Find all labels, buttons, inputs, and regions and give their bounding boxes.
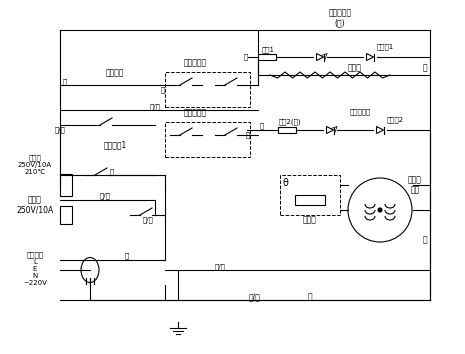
Text: 制冷指示灯: 制冷指示灯 <box>349 109 371 115</box>
Polygon shape <box>317 53 324 61</box>
Polygon shape <box>366 53 373 61</box>
Text: 熔断器
250V/10A
210℃: 熔断器 250V/10A 210℃ <box>18 155 52 175</box>
Text: 棕: 棕 <box>260 123 264 129</box>
Text: 电源插头: 电源插头 <box>27 252 44 258</box>
Polygon shape <box>326 126 333 133</box>
Text: 制冷开关1: 制冷开关1 <box>103 141 126 149</box>
Text: 黄/绿: 黄/绿 <box>214 264 226 270</box>
Text: 红: 红 <box>244 54 248 60</box>
Text: 黄/绿: 黄/绿 <box>55 127 66 133</box>
Bar <box>60 206 72 224</box>
Text: 棕: 棕 <box>125 253 129 259</box>
Text: 二极管2: 二极管2 <box>386 117 404 123</box>
Bar <box>165 72 250 107</box>
Text: L: L <box>33 259 37 265</box>
Bar <box>280 175 340 215</box>
Text: 棕: 棕 <box>110 169 114 175</box>
Text: 黄/绿: 黄/绿 <box>143 217 153 223</box>
Text: 电阻1: 电阻1 <box>261 47 274 53</box>
Text: 红: 红 <box>161 87 165 93</box>
Bar <box>278 127 296 133</box>
Text: N: N <box>33 273 38 279</box>
Text: 蓝: 蓝 <box>423 235 427 245</box>
Text: 黄/绿: 黄/绿 <box>249 292 261 302</box>
Text: 发热器: 发热器 <box>348 63 362 73</box>
Text: 熔断器
250V/10A: 熔断器 250V/10A <box>16 195 53 215</box>
Text: 启动器: 启动器 <box>303 216 317 224</box>
Bar <box>60 174 72 196</box>
Text: θ: θ <box>282 178 288 188</box>
Text: 制热温控器: 制热温控器 <box>183 58 206 68</box>
Circle shape <box>378 208 382 212</box>
Text: 蓝: 蓝 <box>308 292 312 302</box>
Polygon shape <box>377 126 384 133</box>
Text: E: E <box>33 266 37 272</box>
Bar <box>258 54 276 60</box>
Bar <box>295 195 325 205</box>
Text: 压缩机
电机: 压缩机 电机 <box>408 175 422 195</box>
Text: 蓝: 蓝 <box>423 63 427 73</box>
Text: 红: 红 <box>63 79 67 85</box>
Text: 制冷温控器: 制冷温控器 <box>183 108 206 118</box>
Text: 电阻2(绿): 电阻2(绿) <box>279 119 301 125</box>
Text: 棕: 棕 <box>246 132 250 138</box>
Text: 黄/绿: 黄/绿 <box>150 104 160 110</box>
Bar <box>165 122 250 157</box>
Ellipse shape <box>81 257 99 282</box>
Text: ~220V: ~220V <box>23 280 47 286</box>
Text: 制热开关: 制热开关 <box>106 69 124 78</box>
Text: 二极管1: 二极管1 <box>376 44 394 50</box>
Text: 黄/绿: 黄/绿 <box>100 193 111 199</box>
Text: 制热指示灯
(红): 制热指示灯 (红) <box>328 8 352 28</box>
